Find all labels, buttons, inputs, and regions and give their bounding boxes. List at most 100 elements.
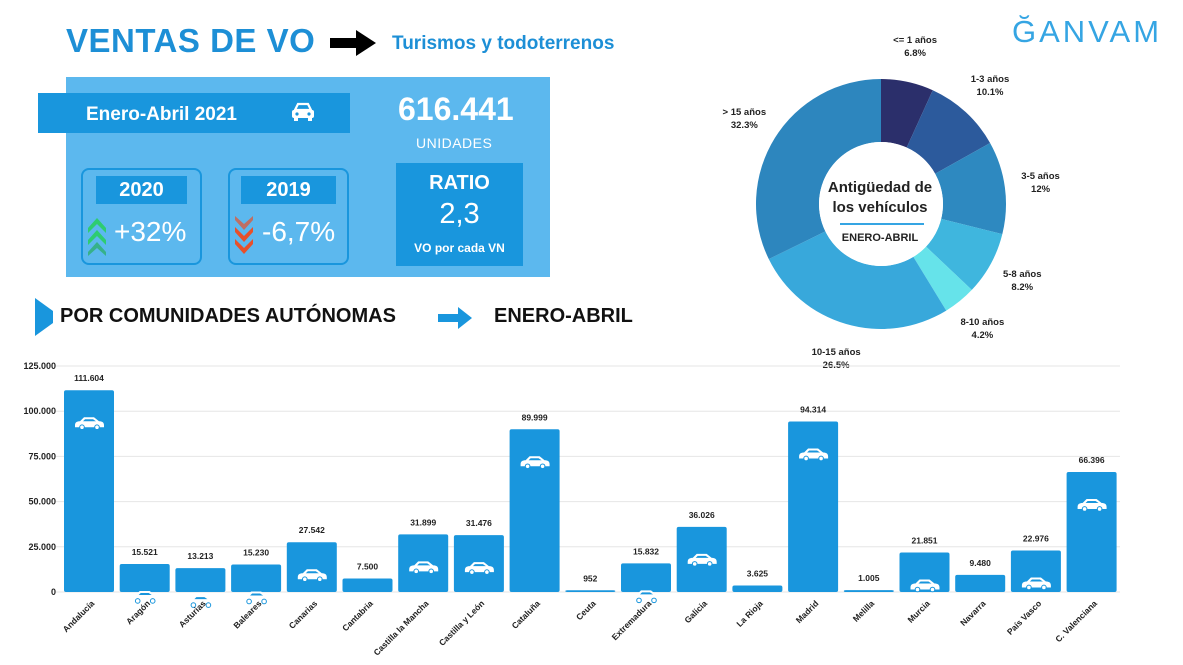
bar (565, 590, 616, 592)
donut-slice (913, 246, 972, 311)
car-icon (130, 590, 160, 604)
car-icon (75, 417, 104, 431)
car-icon (632, 590, 661, 604)
x-category-label: Galicia (682, 598, 709, 625)
donut-slice-label: 1-3 años 10.1% (970, 73, 1010, 98)
donut-slice (756, 79, 881, 260)
x-category-label: La Rioja (734, 598, 765, 629)
x-category-label: Castilla y León (437, 598, 486, 647)
bar (1066, 471, 1117, 592)
y-tick-label: 0 (51, 587, 56, 597)
x-category-label: Melilla (851, 598, 877, 624)
bar (509, 429, 560, 592)
bar-value-label: 111.604 (74, 373, 104, 383)
comparison-change-2019: -6,7% (262, 216, 336, 247)
x-category-label: Castilla la Mancha (371, 598, 430, 657)
donut-subtitle: ENERO-ABRIL (841, 232, 919, 244)
bar (342, 578, 393, 592)
donut-divider (840, 223, 924, 225)
ratio-value: 2,3 (439, 198, 480, 230)
car-icon (242, 591, 272, 605)
bar (732, 585, 783, 592)
units-total: 616.441 (398, 91, 514, 127)
x-category-label: País Vasco (1005, 598, 1043, 636)
bar-value-label: 22.976 (1023, 533, 1049, 543)
bar-value-label: 36.026 (689, 510, 715, 520)
car-icon (409, 561, 439, 575)
donut-slice-label: 10-15 años 26.5% (811, 346, 861, 371)
bar-value-label: 27.542 (299, 525, 325, 535)
car-icon (292, 102, 314, 121)
bar-value-label: 3.625 (747, 568, 769, 578)
donut-slice-label: 8-10 años 4.2% (960, 317, 1005, 342)
x-category-label: C. Valenciana (1053, 598, 1099, 644)
bar-value-label: 1.005 (858, 573, 880, 583)
donut-slice (881, 79, 933, 148)
units-label: UNIDADES (416, 135, 493, 151)
x-category-label: Murcia (905, 598, 932, 625)
y-tick-label: 125.000 (23, 361, 56, 371)
y-tick-label: 100.000 (23, 406, 56, 416)
car-icon (1021, 577, 1051, 591)
donut-slice-label: 5-8 años 8.2% (1002, 269, 1042, 294)
bar (788, 421, 839, 592)
x-category-label: Andalucía (61, 598, 97, 634)
trend-down-icon (235, 216, 253, 254)
car-icon (910, 579, 940, 593)
x-category-label: Ceuta (574, 598, 598, 622)
car-icon (520, 456, 550, 470)
ratio-box (396, 163, 523, 266)
brand-logo: ĞANVAM (1012, 14, 1163, 49)
ratio-caption: VO por cada VN (414, 241, 505, 255)
comparison-year: 2019 (241, 176, 336, 204)
bar-value-label: 15.832 (633, 546, 659, 556)
bar (1010, 550, 1061, 592)
page-title: VENTAS DE VO (66, 22, 316, 59)
bar (955, 574, 1006, 592)
ratio-label: RATIO (429, 172, 490, 194)
donut-slice (935, 142, 1006, 235)
donut-slice-label: > 15 años 32.3% (722, 106, 767, 131)
bar-value-label: 7.500 (357, 561, 379, 571)
donut-hole (819, 142, 943, 266)
trend-up-icon (88, 218, 106, 256)
comparison-card-2019 (228, 168, 349, 265)
bar (64, 390, 114, 592)
section-marker-icon (35, 298, 53, 336)
x-category-label: Extremadura (610, 598, 654, 642)
bar (286, 542, 337, 592)
bar-value-label: 13.213 (187, 551, 213, 561)
donut-title: Antigüedad de los vehículos (827, 179, 933, 216)
car-icon (297, 569, 327, 583)
donut-slice-label: 3-5 años 12% (1021, 170, 1060, 195)
x-category-label: Canarias (287, 598, 320, 631)
car-icon (464, 562, 494, 575)
car-icon (1077, 498, 1107, 512)
car-icon (799, 448, 829, 462)
period-label: Enero-Abril 2021 (86, 104, 237, 125)
section-heading: POR COMUNIDADES AUTÓNOMAS (60, 305, 396, 327)
bar (175, 568, 226, 592)
age-donut-chart (756, 79, 1006, 329)
bar (119, 563, 170, 592)
bar-value-label: 21.851 (912, 535, 938, 545)
bar-value-label: 66.396 (1079, 455, 1105, 465)
section-period: ENERO-ABRIL (494, 305, 633, 327)
x-category-label: Cataluña (510, 598, 543, 631)
bar-value-label: 31.899 (410, 517, 436, 527)
bar (843, 590, 894, 592)
donut-slice (926, 218, 1003, 290)
x-category-label: Madrid (794, 598, 821, 625)
donut-slice (768, 231, 947, 329)
bar (621, 563, 671, 592)
y-tick-label: 75.000 (28, 451, 56, 461)
bar-value-label: 15.230 (243, 547, 269, 557)
x-category-label: Cantabria (340, 598, 375, 633)
y-tick-label: 25.000 (28, 542, 56, 552)
car-icon (186, 595, 216, 608)
bar-value-label: 31.476 (466, 518, 492, 528)
x-category-label: Navarra (958, 598, 988, 628)
donut-slice-label: <= 1 años 6.8% (893, 34, 938, 59)
bar (231, 564, 282, 592)
comparison-year: 2020 (96, 176, 187, 204)
